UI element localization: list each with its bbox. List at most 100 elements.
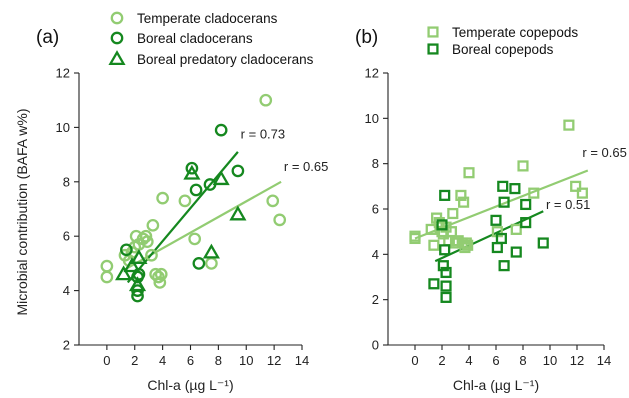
panel-a-y-tick-label: 4 <box>63 283 70 298</box>
panel-b-point-temperate-copepods <box>445 226 458 238</box>
panel-a-legend-label: Boreal cladocerans <box>137 31 253 46</box>
panel-b-point-temperate-copepods <box>460 237 472 249</box>
panel-b-legend-label: Temperate copepods <box>452 25 578 40</box>
panel-b-point-temperate-copepods <box>458 196 470 208</box>
panel-b-point-boreal-copepods <box>498 260 510 272</box>
panel-b-point-boreal-copepods <box>520 217 532 229</box>
panel-b-x-tick-label: 14 <box>597 353 611 368</box>
panel-a-fit-label: r = 0.73 <box>241 126 285 141</box>
panel-b-point-boreal-copepods <box>537 237 549 249</box>
panel-b-point-temperate-copepods <box>455 189 467 201</box>
panel-a-point-boreal-predatory-cladocerans <box>128 276 147 292</box>
panel-a-point-temperate-cladocerans <box>146 218 160 232</box>
panel-b-y-tick-label: 2 <box>372 292 379 307</box>
panel-b-y-tick-label: 6 <box>372 202 379 217</box>
panel-a-point-temperate-cladocerans <box>205 257 218 270</box>
panel-b-x-tick-label: 2 <box>438 353 445 368</box>
panel-b-point-boreal-copepods <box>439 244 451 256</box>
panel-b-point-temperate-copepods <box>563 119 575 131</box>
panel-a-fit-label: r = 0.65 <box>284 159 328 174</box>
panel-a-point-temperate-cladocerans <box>145 248 158 262</box>
panel-b-point-boreal-copepods <box>520 198 532 211</box>
panel-a-x-tick-label: 10 <box>239 353 253 368</box>
panel-b-point-boreal-copepods <box>437 260 449 272</box>
panel-a-point-boreal-predatory-cladocerans <box>115 265 133 281</box>
panel-a-legend-label: Boreal predatory cladocerans <box>137 52 314 67</box>
panel-a-point-boreal-predatory-cladocerans <box>123 257 141 273</box>
panel-b-point-temperate-copepods <box>576 187 588 199</box>
panel-a-point-temperate-cladocerans <box>178 194 192 208</box>
panel-a-y-tick-label: 10 <box>56 120 70 135</box>
panel-b-x-tick-label: 4 <box>465 353 472 368</box>
panel-a-x-axis-title: Chl-a (µg L⁻¹) <box>147 377 233 393</box>
panel-a-point-boreal-cladocerans <box>120 243 133 257</box>
panel-a-x-tick-label: 14 <box>295 353 309 368</box>
panel-b-x-tick-label: 8 <box>519 353 526 368</box>
panel-a-point-temperate-cladocerans <box>188 232 202 246</box>
panel-b-y-tick-label: 8 <box>372 156 379 171</box>
panel-b: (b) 0 2 4 6 8 10 12 0 2 4 6 8 10 12 14 Chl-a (µg L⁻¹) r =… <box>355 25 627 393</box>
panel-a-point-temperate-cladocerans <box>156 191 169 205</box>
panel-b-point-boreal-copepods <box>509 183 521 195</box>
panel-b-y-tick-label: 4 <box>372 247 379 262</box>
panel-b-point-temperate-copepods <box>510 223 522 235</box>
panel-a-legend-marker <box>110 11 124 25</box>
panel-a-legend-marker <box>110 31 124 45</box>
panel-a-point-temperate-cladocerans <box>100 259 114 273</box>
panel-a-label: (a) <box>36 27 59 48</box>
panel-b-point-boreal-copepods <box>440 280 452 292</box>
panel-a-point-boreal-predatory-cladocerans <box>202 243 220 259</box>
panel-a-point-boreal-predatory-cladocerans <box>229 205 247 221</box>
panel-a-point-boreal-cladocerans <box>214 123 228 137</box>
panel-a-x-tick-label: 6 <box>187 353 194 368</box>
panel-a-point-boreal-predatory-cladocerans <box>183 164 201 180</box>
panel-b-point-temperate-copepods <box>425 223 437 235</box>
panel-a-x-tick-label: 4 <box>159 353 166 368</box>
panel-b-point-temperate-copepods <box>447 207 459 220</box>
panel-a-point-temperate-cladocerans <box>139 229 153 243</box>
panel-b-point-temperate-copepods <box>570 180 582 192</box>
panel-b-label: (b) <box>355 27 378 48</box>
panel-b-fit-line-dark <box>434 210 544 263</box>
panel-a-legend-marker <box>108 50 126 66</box>
panel-b-fit-label: r = 0.51 <box>546 197 590 212</box>
panel-b-point-boreal-copepods <box>436 219 448 231</box>
panel-a-point-temperate-cladocerans <box>266 194 280 208</box>
panel-b-point-boreal-copepods <box>428 278 440 290</box>
panel-a-point-temperate-cladocerans <box>153 276 167 289</box>
panel-b-y-tick-label: 10 <box>365 111 379 126</box>
panel-a-x-tick-label: 12 <box>267 353 281 368</box>
panel-b-y-tick-label: 0 <box>372 338 379 353</box>
panel-a-point-temperate-cladocerans <box>152 270 165 284</box>
panel-b-point-boreal-copepods <box>497 180 509 192</box>
panel-a-point-temperate-cladocerans <box>259 93 273 107</box>
panel-a-point-boreal-cladocerans <box>231 164 245 178</box>
panel-a-y-tick-label: 2 <box>63 338 70 353</box>
panel-a-legend-label: Temperate cladocerans <box>137 11 278 26</box>
panel-b-x-tick-label: 0 <box>411 353 418 368</box>
panel-a-y-tick-label: 12 <box>56 66 70 81</box>
panel-a-point-boreal-cladocerans <box>185 161 199 175</box>
panel-a-point-boreal-predatory-cladocerans <box>130 249 148 264</box>
panel-b-point-boreal-copepods <box>440 291 452 303</box>
panel-b-y-tick-label: 12 <box>365 66 379 81</box>
panel-b-point-temperate-copepods <box>462 239 474 251</box>
panel-b-point-boreal-copepods <box>490 214 502 226</box>
panel-b-fit-label: r = 0.65 <box>582 145 626 160</box>
panel-a-point-boreal-predatory-cladocerans <box>212 170 230 186</box>
panel-a-point-temperate-cladocerans <box>273 213 287 227</box>
panel-b-point-temperate-copepods <box>528 187 540 199</box>
panel-b-point-boreal-copepods <box>440 266 452 279</box>
panel-b-point-boreal-copepods <box>510 246 522 258</box>
panel-b-point-boreal-copepods <box>495 232 507 245</box>
y-axis-title: Microbial contribution (BAFA w%) <box>14 109 30 316</box>
panel-b-point-boreal-copepods <box>491 241 503 254</box>
panel-b-x-tick-label: 6 <box>492 353 499 368</box>
panel-b-x-axis-title: Chl-a (µg L⁻¹) <box>453 377 539 393</box>
panel-b-point-temperate-copepods <box>409 232 421 245</box>
panel-a: (a) 2 4 6 8 10 12 0 2 4 6 8 10 12 14 Chl-a (µg L⁻¹) r = … <box>36 11 328 393</box>
panel-a-x-tick-label: 0 <box>103 353 110 368</box>
panel-b-point-boreal-copepods <box>439 189 451 201</box>
panel-a-x-tick-label: 2 <box>131 353 138 368</box>
